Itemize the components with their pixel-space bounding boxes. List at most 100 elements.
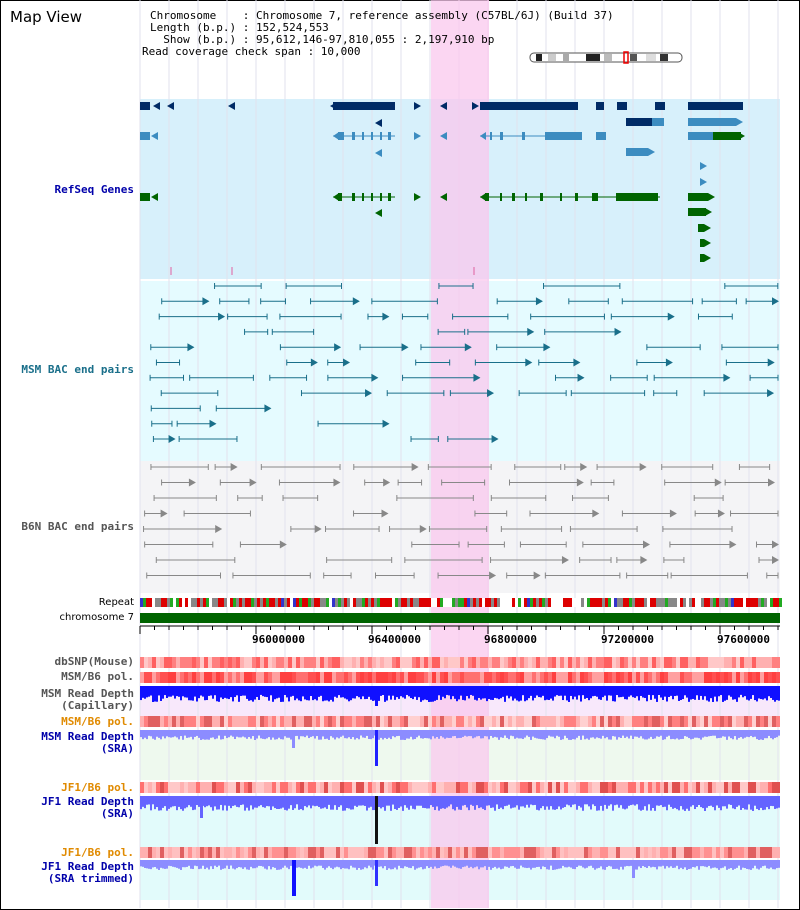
read-depth-bar <box>728 860 730 869</box>
gene-exon <box>140 132 150 140</box>
read-depth-bar <box>386 686 388 701</box>
read-depth-bar <box>224 730 226 736</box>
read-depth-bar <box>306 860 308 869</box>
read-depth-bar <box>164 796 166 807</box>
read-depth-bar <box>758 730 760 740</box>
heat-cell <box>184 672 188 683</box>
repeat-segment <box>683 598 686 607</box>
read-depth-bar <box>592 730 594 738</box>
heat-cell <box>480 657 484 668</box>
read-depth-bar <box>420 730 422 739</box>
strand-arrow <box>202 297 210 306</box>
read-depth-bar <box>740 686 742 695</box>
heat-cell <box>716 672 720 683</box>
repeat-segment <box>530 598 533 607</box>
read-depth-bar <box>312 796 314 806</box>
heat-cell <box>592 716 596 727</box>
track-label-msm-pol-1[interactable]: MSM/B6 pol. <box>61 670 134 683</box>
heat-cell <box>640 657 644 668</box>
read-depth-bar <box>222 796 224 811</box>
track-label-dbsnp[interactable]: dbSNP(Mouse) <box>54 655 134 668</box>
track-label-refseq[interactable]: RefSeq Genes <box>54 183 134 196</box>
read-depth-bar <box>166 796 168 811</box>
read-depth-bar <box>582 686 584 696</box>
read-depth-bar <box>448 686 450 696</box>
heat-cell <box>312 782 316 793</box>
track-label-msm-pol-2[interactable]: MSM/B6 pol. <box>61 715 134 728</box>
track-label-jf1-pol-1[interactable]: JF1/B6 pol. <box>61 781 134 794</box>
read-depth-bar <box>298 860 300 868</box>
heat-cell <box>636 847 640 858</box>
read-depth-bar <box>606 730 608 738</box>
track-label-jf1-pol-2[interactable]: JF1/B6 pol. <box>61 846 134 859</box>
heat-cell <box>584 672 588 683</box>
track-label-chromosome[interactable]: chromosome 7 <box>59 612 134 623</box>
track-label-msm-depth-cap[interactable]: MSM Read Depth (Capillary) <box>41 688 134 712</box>
read-depth-bar <box>606 796 608 809</box>
repeat-segment <box>149 598 152 607</box>
read-depth-bar <box>644 796 646 807</box>
track-label-msm-depth-sra[interactable]: MSM Read Depth (SRA) <box>41 731 134 755</box>
read-depth-bar <box>460 860 462 869</box>
heat-cell <box>336 847 340 858</box>
read-depth-bar <box>378 796 380 807</box>
read-depth-bar <box>546 860 548 870</box>
read-depth-bar <box>364 860 366 868</box>
selection-highlight[interactable] <box>431 0 489 908</box>
read-depth-bar <box>660 860 662 867</box>
heat-cell <box>292 782 296 793</box>
read-depth-bar <box>144 730 146 738</box>
read-depth-bar <box>182 686 184 697</box>
heat-cell <box>736 782 740 793</box>
strand-arrow <box>669 509 677 518</box>
repeat-segment <box>539 598 542 607</box>
msm-depth-sra-line2: (SRA) <box>100 742 134 755</box>
ideogram-band <box>630 54 637 61</box>
heat-cell <box>764 657 768 668</box>
repeat-segment <box>221 598 224 607</box>
read-depth-bar <box>728 796 730 805</box>
track-label-b6n-bac[interactable]: B6N BAC end pairs <box>21 520 134 533</box>
read-depth-bar <box>378 686 380 701</box>
heat-cell <box>468 657 472 668</box>
heat-cell <box>272 672 276 683</box>
repeat-segment <box>215 598 218 607</box>
heat-cell <box>488 782 492 793</box>
heat-cell <box>432 672 436 683</box>
read-depth-bar <box>240 686 242 696</box>
read-depth-bar <box>408 730 410 739</box>
read-depth-bar <box>580 860 582 866</box>
read-depth-bar <box>656 686 658 702</box>
track-label-repeat[interactable]: Repeat <box>98 597 134 608</box>
track-label-jf1-depth-sra[interactable]: JF1 Read Depth (SRA) <box>41 796 134 820</box>
heat-cell <box>696 672 700 683</box>
read-depth-bar <box>180 860 182 870</box>
heat-cell <box>488 672 492 683</box>
read-depth-bar <box>696 730 698 738</box>
track-label-msm-bac[interactable]: MSM BAC end pairs <box>21 363 134 376</box>
read-depth-bar <box>438 796 440 811</box>
heat-cell <box>388 657 392 668</box>
heat-cell <box>640 672 644 683</box>
repeat-segment <box>176 598 179 607</box>
read-depth-bar <box>690 730 692 740</box>
strand-arrow <box>473 373 481 382</box>
heat-cell <box>732 716 736 727</box>
read-depth-bar <box>776 796 778 809</box>
read-depth-bar <box>546 796 548 807</box>
repeat-segment <box>776 598 779 607</box>
gene-exon <box>617 102 627 110</box>
read-depth-bar <box>620 796 622 806</box>
read-depth-bar <box>220 730 222 740</box>
heat-cell <box>444 657 448 668</box>
read-depth-bar <box>554 686 556 697</box>
read-depth-bar <box>706 796 708 808</box>
read-depth-bar <box>422 730 424 739</box>
repeat-segment <box>362 598 365 607</box>
read-depth-bar <box>494 686 496 698</box>
track-label-jf1-depth-trim[interactable]: JF1 Read Depth (SRA trimmed) <box>41 861 134 885</box>
read-depth-bar <box>442 686 444 697</box>
heat-cell <box>632 657 636 668</box>
heat-cell <box>228 672 232 683</box>
